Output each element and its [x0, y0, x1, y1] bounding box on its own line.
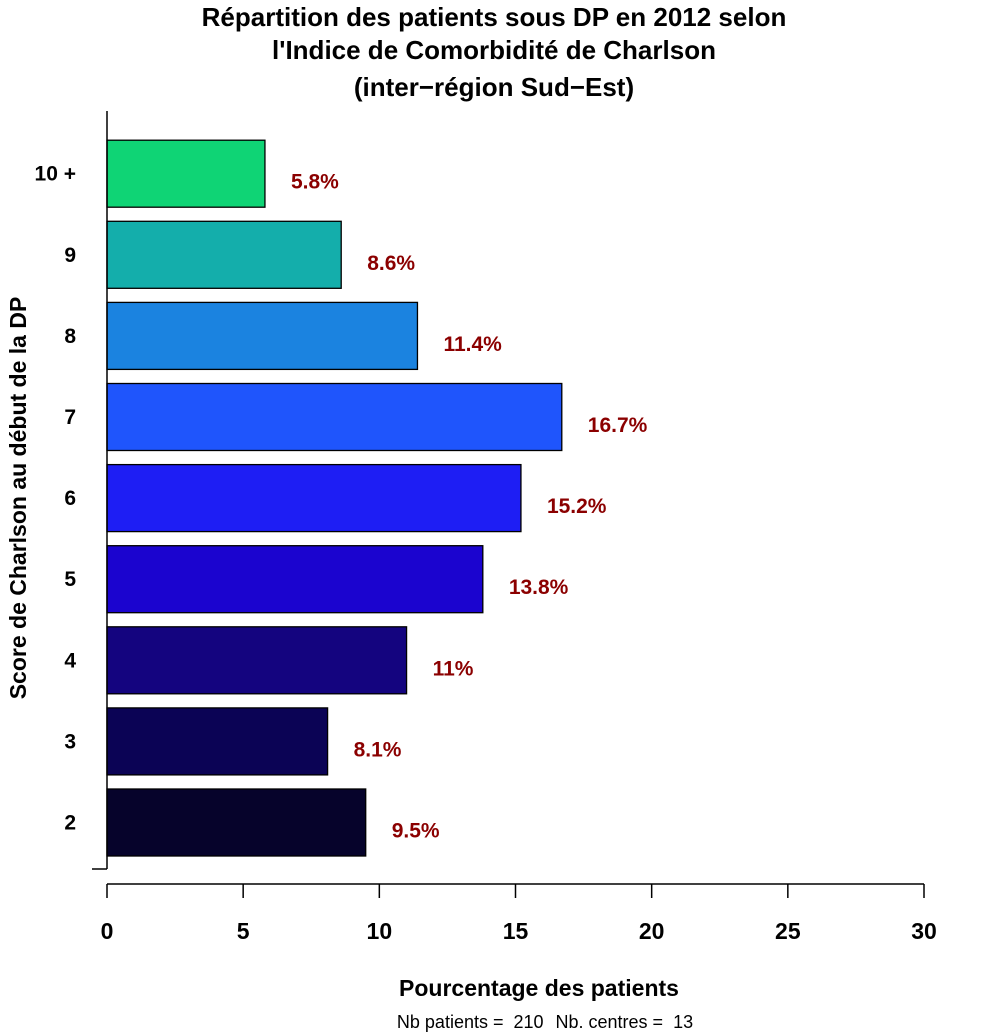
bar-value-label: 11%	[433, 657, 474, 680]
bar-8	[106, 301, 419, 371]
footer-note: Nb patients = 210 Nb. centres = 13	[0, 1012, 988, 1033]
bar-4	[106, 626, 408, 695]
y-tick-label: 10 +	[35, 163, 76, 186]
bar-2	[106, 788, 367, 857]
y-tick-label: 7	[64, 406, 76, 429]
y-axis: 2 3 4 5 6 7 8 9 10 +	[35, 111, 108, 870]
x-tick-label: 10	[367, 918, 393, 944]
bar-value-label: 13.8%	[509, 576, 569, 599]
y-tick-label: 3	[64, 730, 76, 753]
bar-value-label: 16.7%	[588, 414, 648, 437]
y-tick-label: 6	[64, 487, 76, 510]
bar-5	[106, 545, 484, 614]
x-tick-label: 5	[237, 918, 250, 944]
y-axis-label: Score de Charlson au début de la DP	[5, 297, 31, 700]
bar-value-label: 8.6%	[367, 252, 415, 275]
footer-centres: Nb. centres = 13	[555, 1012, 694, 1032]
bar-9	[106, 220, 342, 289]
bar-value-label: 5.8%	[291, 171, 339, 194]
bar-value-label: 9.5%	[392, 820, 440, 843]
y-tick-label: 9	[64, 244, 76, 267]
bar-7	[106, 382, 563, 452]
x-tick-label: 0	[101, 918, 114, 944]
y-tick-label: 4	[64, 649, 76, 672]
y-tick-label: 5	[64, 568, 76, 591]
bar-3	[106, 707, 329, 776]
x-tick-label: 25	[775, 918, 801, 944]
bars-group	[106, 139, 563, 857]
x-tick-label: 30	[911, 918, 937, 944]
bar-value-label: 11.4%	[443, 333, 502, 356]
bar-value-label: 8.1%	[354, 738, 402, 761]
chart-title-line-3: (inter−région Sud−Est)	[353, 72, 635, 102]
bar-value-label: 15.2%	[547, 495, 607, 518]
value-labels-group: 9.5% 8.1% 11% 13.8% 15.2% 16.7% 11.4% 8.6% 5.8%	[291, 171, 648, 843]
footer-patients: Nb patients = 210	[396, 1012, 544, 1032]
x-axis-label: Pourcentage des patients	[399, 975, 679, 1001]
y-tick-label: 8	[64, 325, 76, 348]
chart-title-line-1: Répartition des patients sous DP en 2012…	[201, 2, 787, 32]
bar-6	[106, 463, 522, 533]
x-tick-label: 20	[639, 918, 665, 944]
x-axis: 0 5 10 15 20 25 30	[101, 883, 937, 944]
y-tick-label: 2	[64, 812, 76, 835]
chart-title-line-2: l'Indice de Comorbidité de Charlson	[272, 35, 716, 65]
x-tick-label: 15	[503, 918, 529, 944]
bar-10plus	[106, 139, 266, 208]
